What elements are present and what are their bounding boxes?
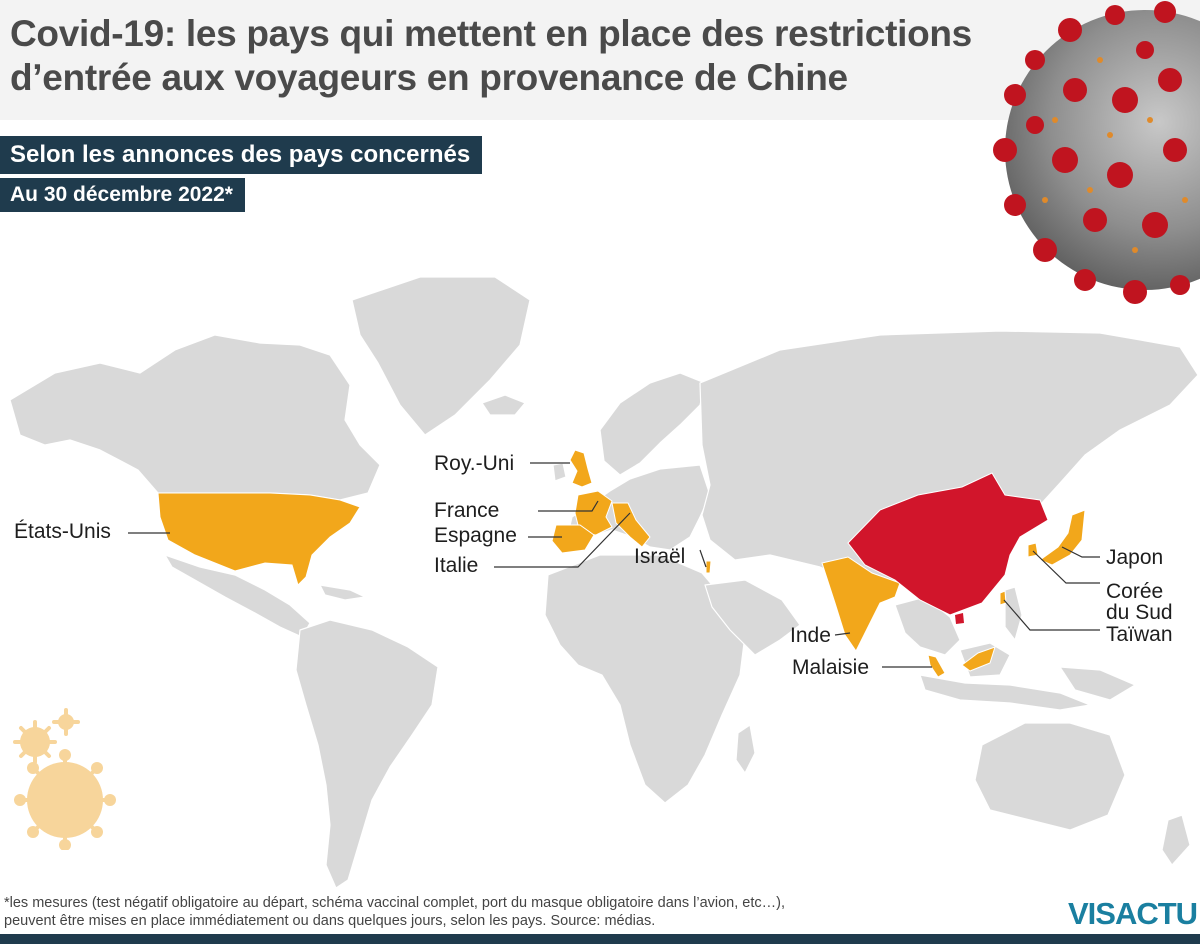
leader-india — [834, 632, 851, 636]
decorative-virus-icon — [13, 708, 116, 850]
page-title: Covid-19: les pays qui mettent en place … — [10, 12, 972, 100]
label-usa: États-Unis — [14, 520, 111, 543]
caribbean-shape — [319, 584, 366, 601]
israel-shape — [705, 560, 712, 574]
leader-japan — [1061, 546, 1100, 558]
france-shape — [574, 490, 613, 536]
label-uk: Roy.-Uni — [434, 452, 515, 475]
australia-shape — [974, 722, 1126, 831]
label-spain: Espagne — [434, 524, 517, 547]
label-israel: Israël — [634, 545, 686, 568]
label-japan: Japon — [1106, 546, 1164, 569]
new-guinea-shape — [1059, 666, 1136, 701]
label-france: France — [434, 499, 500, 522]
new-zealand-shape — [1161, 814, 1191, 866]
usa-shape — [157, 492, 361, 586]
label-south-korea-line1: Corée — [1106, 580, 1164, 603]
malaysia-peninsula-shape — [927, 654, 946, 678]
footnote-line-2: peuvent être mises en place immédiatemen… — [4, 913, 656, 929]
label-italy: Italie — [434, 554, 479, 577]
leader-france — [538, 500, 599, 512]
greenland-shape — [351, 276, 531, 436]
land-masses — [9, 276, 1199, 889]
japan-shape — [1038, 509, 1086, 566]
label-india: Inde — [790, 624, 831, 647]
india-shape — [821, 556, 901, 652]
label-south-korea-line2: du Sud — [1106, 601, 1173, 624]
africa-shape — [544, 554, 746, 804]
restricting-countries — [157, 449, 1086, 678]
coronavirus-illustration — [993, 1, 1200, 304]
title-line-1: Covid-19: les pays qui mettent en place … — [10, 13, 972, 54]
subtitle-banner: Selon les annonces des pays concernés — [0, 136, 483, 174]
leader-lines — [128, 462, 1100, 668]
spain-shape — [551, 524, 595, 554]
canada-alaska-shape — [9, 334, 381, 501]
philippines-shape — [1004, 586, 1023, 641]
footnote: *les mesures (test négatif obligatoire a… — [4, 894, 1034, 930]
header-band — [0, 0, 1200, 120]
bottom-bar — [0, 934, 1200, 944]
hainan-shape — [955, 613, 964, 624]
leader-taiwan — [1003, 599, 1100, 631]
taiwan-shape — [999, 590, 1007, 606]
logo-text: VISACTU — [1068, 896, 1198, 931]
footnote-line-1: *les mesures (test négatif obligatoire a… — [4, 895, 785, 911]
arabia-shape — [704, 579, 801, 656]
uk-shape — [569, 449, 593, 488]
indonesia-shape — [919, 674, 1091, 711]
scandinavia-shape — [599, 372, 706, 476]
date-banner: Au 30 décembre 2022* — [0, 178, 245, 212]
madagascar-shape — [735, 724, 756, 774]
leader-south-korea — [1032, 550, 1100, 584]
leader-italy — [494, 512, 631, 568]
label-taiwan: Taïwan — [1106, 623, 1173, 646]
malaysia-borneo-shape — [961, 646, 996, 672]
visactu-logo: VISACTU — [1068, 896, 1200, 932]
iceland-shape — [481, 394, 526, 416]
world-map — [9, 276, 1199, 889]
ireland-shape — [552, 462, 567, 482]
china-shape — [847, 472, 1049, 616]
label-malaysia: Malaisie — [792, 656, 870, 679]
south-america-shape — [295, 619, 439, 889]
title-line-2: d’entrée aux voyageurs en provenance de … — [10, 57, 848, 98]
leader-israel — [699, 549, 707, 568]
